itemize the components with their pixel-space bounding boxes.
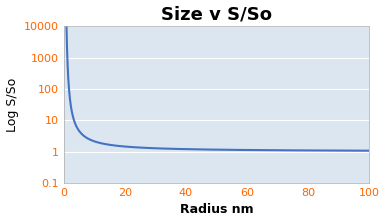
Y-axis label: Log S/So: Log S/So	[5, 78, 18, 132]
Title: Size v S/So: Size v S/So	[161, 6, 272, 24]
X-axis label: Radius nm: Radius nm	[180, 203, 253, 216]
